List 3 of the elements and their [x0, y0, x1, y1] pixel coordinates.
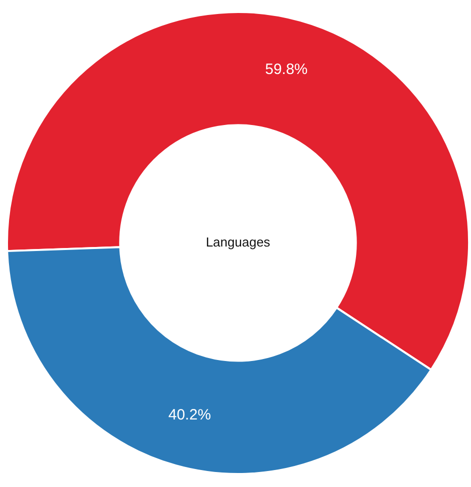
- data-label: 59.8%: [265, 61, 308, 78]
- text: Languages: [206, 234, 271, 250]
- data-label: 40.2%: [168, 406, 211, 424]
